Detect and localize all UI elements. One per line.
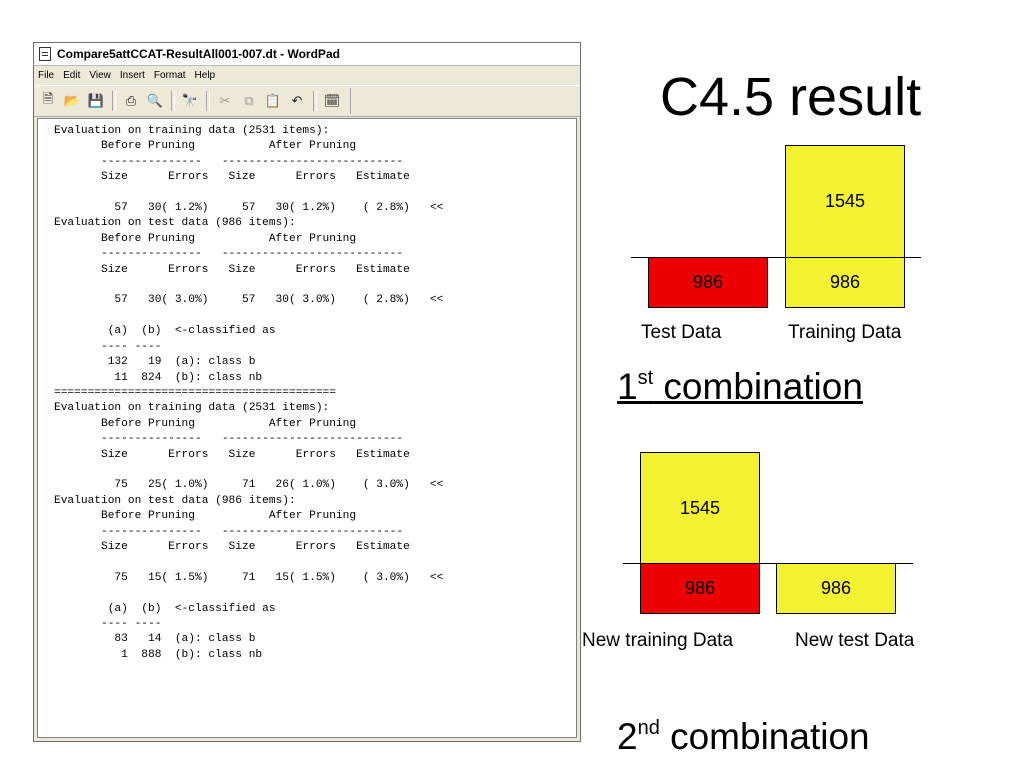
document-line: ========================================… (54, 386, 336, 399)
combo2-training-top-bar: 1545 (640, 452, 760, 564)
document-line: Size Errors Size Errors Estimate (54, 171, 410, 184)
combo1-baseline (631, 257, 921, 258)
combo1-test-label: Test Data (641, 322, 722, 343)
document-line: 75 15( 1.5%) 71 15( 1.5%) ( 3.0%) << (54, 571, 444, 584)
date-time-icon[interactable]: 🗓 (323, 93, 341, 108)
combo2-caption-sup: nd (637, 716, 660, 739)
combo1-training-bottom-bar: 986 (785, 257, 905, 308)
combo2-test-value: 986 (820, 578, 852, 598)
menu-file[interactable]: File (38, 70, 55, 81)
document-line: 132 19 (a): class b (54, 356, 256, 369)
document-line: 75 25( 1.0%) 71 26( 1.0%) ( 3.0%) << (54, 479, 444, 492)
combo2-training-bottom-bar: 986 (640, 563, 760, 614)
document-line: (a) (b) <-classified as (54, 602, 276, 615)
document-line: Before Pruning After Pruning (54, 140, 357, 153)
menu-bar: File Edit View Insert Format Help (34, 66, 580, 85)
wordpad-window: Compare5attCCAT-ResultAll001-007.dt - Wo… (33, 42, 581, 742)
combo1-test-bar: 986 (648, 257, 768, 308)
print-preview-icon[interactable]: 🔍 (146, 93, 164, 108)
combo1-caption-sup: st (637, 366, 654, 389)
document-area[interactable]: Evaluation on training data (2531 items)… (37, 118, 577, 738)
document-text[interactable]: Evaluation on training data (2531 items)… (38, 119, 576, 663)
toolbar-end (350, 88, 353, 114)
toolbar: 🗎 📂 💾 ⎙ 🔍 🔭 ✂ ⧉ 📋 ↶ 🗓 (34, 85, 580, 117)
document-line: Evaluation on test data (986 items): (54, 217, 296, 230)
slide-title: C4.5 result (660, 67, 922, 127)
new-icon[interactable]: 🗎 (42, 91, 54, 106)
combo2-training-label: New training Data (582, 630, 734, 651)
document-line: (a) (b) <-classified as (54, 325, 276, 338)
menu-view[interactable]: View (89, 70, 111, 81)
combo1-training-label: Training Data (788, 322, 902, 343)
copy-icon[interactable]: ⧉ (244, 93, 254, 108)
menu-format[interactable]: Format (153, 70, 186, 81)
combo1-caption-num: 1 (617, 366, 638, 407)
cut-icon[interactable]: ✂ (219, 93, 231, 108)
undo-icon[interactable]: ↶ (291, 93, 303, 108)
save-icon[interactable]: 💾 (87, 93, 105, 108)
document-line: --------------- ------------------------… (54, 248, 404, 261)
document-line: 11 824 (b): class nb (54, 371, 263, 384)
find-icon[interactable]: 🔭 (181, 93, 199, 108)
document-line: --------------- ------------------------… (54, 155, 404, 168)
toolbar-separator (171, 91, 175, 111)
document-line: Before Pruning After Pruning (54, 510, 357, 523)
combo2-caption: 2nd combination (617, 716, 870, 758)
combo1-caption: 1st combination (617, 366, 863, 408)
toolbar-separator (313, 91, 317, 111)
document-line: ---- ---- (54, 618, 162, 630)
document-line: --------------- ------------------------… (54, 525, 404, 538)
document-line: 57 30( 1.2%) 57 30( 1.2%) ( 2.8%) << (54, 202, 444, 215)
toolbar-separator (206, 91, 210, 111)
document-line: 1 888 (b): class nb (54, 648, 263, 661)
combo2-test-label: New test Data (795, 630, 915, 651)
menu-help[interactable]: Help (194, 70, 216, 81)
document-line: Before Pruning After Pruning (54, 417, 357, 430)
combo1-training-top-value: 1545 (824, 191, 866, 211)
combo2-training-bottom-value: 986 (684, 578, 716, 598)
combo1-training-top-bar: 1545 (785, 145, 905, 258)
combo2-baseline (623, 563, 913, 564)
print-icon[interactable]: ⎙ (125, 93, 137, 108)
open-icon[interactable]: 📂 (63, 93, 81, 108)
document-line: Size Errors Size Errors Estimate (54, 263, 410, 276)
toolbar-separator (112, 91, 116, 111)
document-line: 83 14 (a): class b (54, 633, 256, 646)
document-line: Evaluation on training data (2531 items)… (54, 402, 330, 415)
combo1-training-bottom-value: 986 (829, 272, 861, 292)
menu-insert[interactable]: Insert (119, 70, 145, 81)
combo2-training-top-value: 1545 (679, 497, 721, 518)
paste-icon[interactable]: 📋 (264, 93, 282, 108)
document-line: 57 30( 3.0%) 57 30( 3.0%) ( 2.8%) << (54, 294, 444, 307)
combo1-test-value: 986 (692, 272, 724, 292)
document-line: Evaluation on test data (986 items): (54, 494, 296, 507)
document-line: ---- ---- (54, 340, 162, 353)
combo2-caption-num: 2 (617, 716, 638, 757)
document-line: Size Errors Size Errors Estimate (54, 448, 410, 461)
document-line: Evaluation on training data (2531 items)… (54, 125, 330, 137)
menu-edit[interactable]: Edit (63, 70, 81, 81)
document-line: --------------- ------------------------… (54, 433, 404, 446)
combo1-caption-text: combination (653, 366, 863, 407)
combo2-test-bar: 986 (776, 563, 896, 614)
title-bar[interactable]: Compare5attCCAT-ResultAll001-007.dt - Wo… (34, 43, 580, 66)
document-line: Size Errors Size Errors Estimate (54, 540, 410, 553)
window-title: Compare5attCCAT-ResultAll001-007.dt - Wo… (57, 47, 340, 61)
document-line: Before Pruning After Pruning (54, 232, 357, 245)
wordpad-app-icon[interactable] (39, 47, 51, 61)
combo2-caption-text: combination (659, 716, 870, 757)
